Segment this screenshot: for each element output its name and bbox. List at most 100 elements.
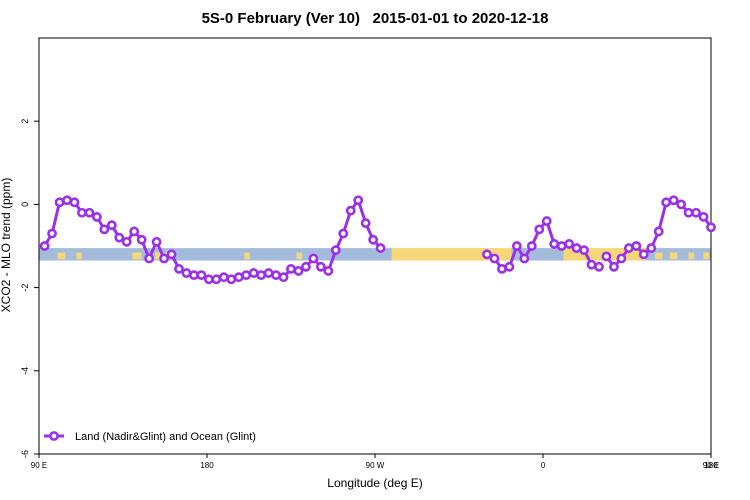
data-point xyxy=(541,216,552,226)
data-point xyxy=(114,232,125,243)
land-speckle xyxy=(154,252,161,260)
x-tick-label: 0 xyxy=(541,461,546,470)
data-point xyxy=(683,207,694,218)
data-point xyxy=(106,220,117,231)
y-tick-label: -6 xyxy=(20,450,30,458)
land-speckle xyxy=(655,252,663,260)
data-point xyxy=(571,243,582,253)
chart-title: 5S-0 February (Ver 10) 2015-01-01 to 202… xyxy=(201,10,549,27)
land-speckle xyxy=(703,252,710,260)
data-point xyxy=(360,218,371,229)
data-point xyxy=(271,270,281,281)
data-point xyxy=(698,211,709,222)
data-point xyxy=(263,268,274,278)
data-point xyxy=(489,253,500,264)
data-point xyxy=(594,261,604,272)
data-point xyxy=(556,241,567,251)
data-point xyxy=(345,205,356,216)
data-point xyxy=(646,243,657,253)
legend-marker xyxy=(49,431,59,441)
data-point xyxy=(278,272,289,283)
data-point xyxy=(631,241,642,251)
data-point xyxy=(256,270,267,281)
land-speckle xyxy=(244,252,250,260)
data-point xyxy=(315,261,326,272)
data-point xyxy=(638,249,649,260)
land-speckle xyxy=(76,252,82,260)
y-tick-label: -4 xyxy=(20,367,30,375)
data-point xyxy=(504,261,515,272)
y-tick-label: 0 xyxy=(20,202,30,207)
data-point xyxy=(308,253,319,264)
data-point xyxy=(77,207,87,218)
data-point xyxy=(519,253,530,264)
legend-label: Land (Nadir&Glint) and Ocean (Glint) xyxy=(75,431,256,443)
data-point xyxy=(293,266,304,276)
data-point xyxy=(579,245,589,256)
data-point xyxy=(668,195,679,206)
data-point xyxy=(601,251,612,262)
data-point xyxy=(330,245,341,256)
x-axis-label: Longitude (deg E) xyxy=(327,476,423,490)
data-point xyxy=(482,249,492,260)
plot-frame xyxy=(38,37,712,455)
data-point xyxy=(586,259,597,270)
data-point xyxy=(691,207,701,218)
data-point xyxy=(623,243,634,253)
data-point xyxy=(203,274,214,285)
data-point xyxy=(564,239,575,249)
data-point xyxy=(338,228,349,239)
data-point xyxy=(151,236,162,247)
data-point xyxy=(248,268,259,278)
data-point xyxy=(39,241,50,251)
data-point xyxy=(159,253,169,264)
data-point xyxy=(62,195,72,206)
data-point xyxy=(129,226,140,237)
data-point xyxy=(144,253,155,264)
data-point xyxy=(549,239,560,249)
land-speckle xyxy=(669,252,678,260)
data-point xyxy=(69,197,80,208)
data-point xyxy=(526,241,537,251)
x-tick-label: 90 E xyxy=(31,461,47,470)
ocean-strip xyxy=(39,248,392,261)
data-point xyxy=(368,234,379,245)
land-speckle xyxy=(57,252,66,260)
data-point xyxy=(511,241,522,251)
data-point xyxy=(181,268,192,278)
data-point xyxy=(616,253,627,264)
data-point xyxy=(661,197,672,208)
data-point xyxy=(174,263,184,274)
x-tick-label: 90 E xyxy=(703,461,719,470)
data-point xyxy=(91,211,102,222)
data-point xyxy=(189,270,199,281)
land-speckle xyxy=(688,252,695,260)
x-tick-label: 180 xyxy=(200,461,214,470)
data-point xyxy=(497,263,507,274)
y-tick-label: 2 xyxy=(20,119,30,124)
land-speckle xyxy=(132,252,142,260)
x-tick-label: 90 W xyxy=(366,461,385,470)
data-point xyxy=(323,266,334,276)
x-tick-label: 180 xyxy=(704,461,718,470)
data-point xyxy=(233,272,244,283)
data-point xyxy=(218,272,229,283)
data-point xyxy=(653,226,664,237)
data-point xyxy=(241,270,252,281)
data-point xyxy=(609,261,619,272)
data-point xyxy=(211,274,222,285)
y-tick-label: -2 xyxy=(20,284,30,292)
data-point xyxy=(301,261,311,272)
data-point xyxy=(136,234,147,245)
land-speckle xyxy=(296,252,303,260)
data-point xyxy=(353,195,364,206)
data-point xyxy=(47,228,57,239)
data-point xyxy=(84,207,95,218)
data-point xyxy=(54,197,65,208)
data-point xyxy=(99,224,110,235)
data-point xyxy=(375,243,386,253)
data-point xyxy=(286,263,296,274)
data-point xyxy=(196,270,207,281)
data-point xyxy=(166,249,177,260)
